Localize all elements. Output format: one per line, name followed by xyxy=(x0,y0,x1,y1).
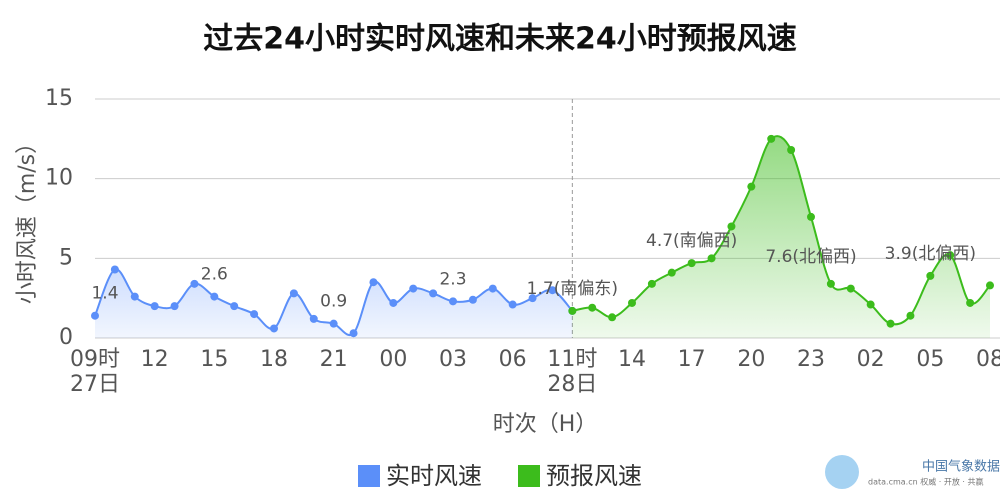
x-tick-label: 08 xyxy=(976,347,1000,372)
point xyxy=(548,286,557,295)
point xyxy=(667,268,676,277)
x-tick-label: 09时 xyxy=(70,347,120,372)
point xyxy=(926,271,935,280)
point xyxy=(449,297,457,306)
point xyxy=(727,222,736,231)
point xyxy=(767,134,776,143)
x-tick-label: 14 xyxy=(618,347,646,372)
point xyxy=(369,278,378,287)
point xyxy=(488,284,497,293)
legend-label: 实时风速 xyxy=(386,462,482,490)
y-tick-label: 0 xyxy=(59,325,73,350)
point xyxy=(349,329,358,338)
point xyxy=(150,302,159,311)
chart-title: 过去24小时实时风速和未来24小时预报风速 xyxy=(203,22,797,57)
point xyxy=(588,303,597,312)
point xyxy=(747,182,756,191)
point xyxy=(568,306,577,315)
logo-icon xyxy=(825,455,859,489)
point xyxy=(329,319,338,328)
x-tick-label: 21 xyxy=(320,347,348,372)
x-tick-label: 05 xyxy=(916,347,944,372)
point xyxy=(866,300,875,309)
data-label: 1.4 xyxy=(91,284,118,304)
y-axis-label: 小时风速（m/s） xyxy=(15,132,40,304)
point xyxy=(966,298,975,307)
x-tick-label: 17 xyxy=(678,347,706,372)
y-tick-label: 10 xyxy=(45,166,73,191)
point xyxy=(787,145,796,154)
x-tick-label: 23 xyxy=(797,347,825,372)
data-label: 0.9 xyxy=(320,292,347,312)
legend-label: 预报风速 xyxy=(546,462,642,490)
point xyxy=(946,251,955,260)
point xyxy=(429,289,438,298)
data-label: 2.6 xyxy=(201,265,228,285)
point xyxy=(130,292,139,301)
x-tick-label: 12 xyxy=(141,347,169,372)
point xyxy=(91,311,99,320)
x-tick-label: 11时 xyxy=(547,347,597,372)
x-date-label: 27日 xyxy=(70,372,120,397)
x-tick-label: 15 xyxy=(200,347,228,372)
point xyxy=(230,302,239,311)
area xyxy=(95,269,573,338)
point xyxy=(170,302,179,311)
point xyxy=(986,281,994,290)
x-tick-label: 20 xyxy=(737,347,765,372)
point xyxy=(110,265,119,274)
point xyxy=(846,284,855,293)
x-tick-label: 00 xyxy=(379,347,407,372)
x-tick-label: 03 xyxy=(439,347,467,372)
data-label: 7.6(北偏西) xyxy=(765,247,856,267)
point xyxy=(389,298,398,307)
x-tick-label: 18 xyxy=(260,347,288,372)
point xyxy=(270,324,278,333)
x-tick-label: 06 xyxy=(499,347,527,372)
point xyxy=(687,259,696,268)
point xyxy=(289,289,298,298)
data-label: 4.7(南偏西) xyxy=(646,231,737,251)
point xyxy=(190,279,199,288)
point xyxy=(210,292,219,301)
point xyxy=(528,294,537,303)
point xyxy=(468,295,477,304)
data-label: 1.7(南偏东) xyxy=(527,279,618,299)
logo-subtext: data.cma.cn 权威 · 开放 · 共赢 xyxy=(868,477,983,487)
logo-text: 中国气象数据网 xyxy=(922,459,1000,475)
point xyxy=(707,254,716,263)
y-tick-label: 5 xyxy=(59,245,73,270)
point xyxy=(309,314,318,323)
legend-swatch xyxy=(358,465,380,487)
point xyxy=(250,310,259,319)
y-tick-label: 15 xyxy=(45,86,73,111)
area xyxy=(572,136,990,338)
point xyxy=(807,212,815,221)
data-label: 3.9(北偏西) xyxy=(885,244,976,264)
x-tick-label: 02 xyxy=(857,347,885,372)
x-axis-label: 时次（H） xyxy=(493,412,598,437)
x-date-label: 28日 xyxy=(547,372,597,397)
point xyxy=(608,313,617,322)
data-label: 2.3 xyxy=(439,269,466,289)
point xyxy=(886,319,895,328)
point xyxy=(906,311,915,320)
legend-swatch xyxy=(518,465,540,487)
line xyxy=(572,135,991,326)
point xyxy=(826,279,835,288)
point xyxy=(409,284,418,293)
point xyxy=(628,298,636,307)
point xyxy=(647,279,656,288)
point xyxy=(508,300,517,309)
